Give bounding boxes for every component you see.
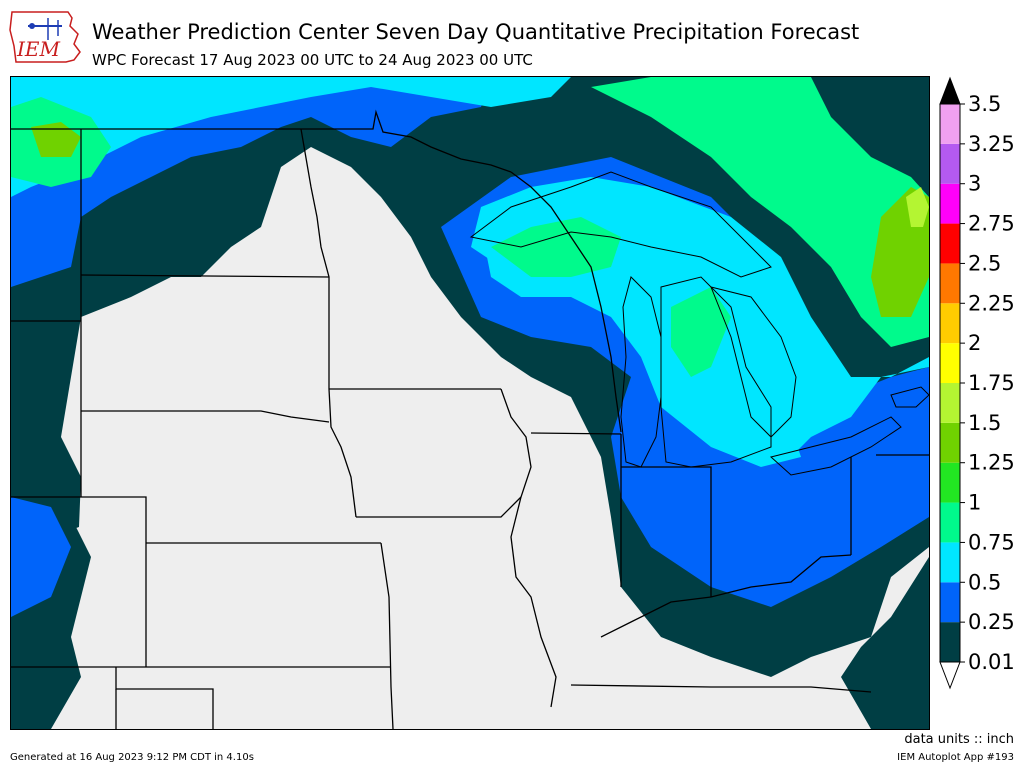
data-units-label: data units :: inch (904, 732, 1014, 747)
border-ohio-river (600, 554, 852, 638)
colorbar-segment (940, 143, 960, 184)
colorbar-tick-label: 3 (968, 172, 981, 196)
logo-text: IEM (16, 37, 61, 61)
colorbar-tick-label: 2.75 (968, 212, 1015, 236)
lake-michigan (620, 276, 662, 468)
border-ia-west (328, 388, 357, 518)
border-mo-west (380, 542, 394, 729)
border-mississippi (500, 388, 557, 708)
border-ia-mo (356, 496, 522, 518)
colorbar-segment (940, 223, 960, 264)
colorbar-under-arrow (939, 661, 961, 690)
colorbar-segment (940, 502, 960, 543)
border-wi-il (530, 432, 622, 435)
precip-region-green-east (591, 77, 929, 347)
colorbar-segment (940, 183, 960, 224)
colorbar-segment (940, 343, 960, 383)
lake-shorelines (469, 171, 929, 476)
lake-ontario (890, 386, 929, 408)
colorbar-tick-label: 2 (968, 331, 981, 355)
colorbar-tick-label: 0.5 (968, 570, 1001, 594)
colorbar-over-arrow (939, 76, 961, 105)
colorbar-segment (940, 422, 960, 463)
colorbar-segment (940, 622, 960, 662)
app-label: IEM Autoplot App #193 (897, 752, 1014, 763)
precip-region-green-mi (671, 287, 731, 377)
colorbar-segment (940, 383, 960, 423)
border-wi-mi (510, 171, 622, 433)
border-co-west (11, 496, 147, 667)
colorbar: 0.01 0.25 0.5 0.75 1 1.25 1.5 1.75 2 2.25 2.5 2.75 3… (939, 76, 1015, 690)
colorbar-segment (940, 462, 960, 503)
colorbar-tick-label: 0.75 (968, 530, 1015, 554)
precip-region-lime-nw (31, 122, 81, 157)
colorbar-segments (939, 103, 961, 663)
colorbar-segment (940, 542, 960, 583)
colorbar-labels: 0.01 0.25 0.5 0.75 1 1.25 1.5 1.75 2 2.25 2.5 2.75 3… (960, 92, 1015, 674)
precip-region-yellow-east (906, 187, 929, 227)
border-dakotas-mn (300, 128, 330, 389)
generated-timestamp: Generated at 16 Aug 2023 9:12 PM CDT in … (10, 752, 254, 763)
border-us-canada (11, 109, 512, 173)
colorbar-tick-label: 1.25 (968, 451, 1015, 475)
lake-erie (769, 416, 902, 476)
colorbar-tick-label: 2.5 (968, 251, 1001, 275)
colorbar-tick-label: 0.25 (968, 610, 1015, 634)
colorbar-tick-label: 2.25 (968, 291, 1015, 315)
precip-region-green-wi (491, 217, 621, 277)
border-sd-ne (81, 410, 330, 423)
precip-region-cyan-upper (11, 77, 571, 197)
precip-map (10, 76, 930, 730)
lower-michigan (660, 276, 772, 468)
colorbar-tick-label: 0.01 (968, 650, 1015, 674)
colorbar-segment (940, 263, 960, 304)
colorbar-tick-label: 1.75 (968, 371, 1015, 395)
border-nd-sd (80, 274, 330, 278)
precip-region-dark-se (841, 557, 929, 729)
colorbar-tick-label: 3.25 (968, 132, 1015, 156)
colorbar-segment (940, 582, 960, 623)
colorbar-tick-label: 1 (968, 491, 981, 515)
iem-logo: IEM (9, 11, 81, 63)
map-canvas (11, 77, 929, 729)
colorbar-segment (940, 104, 960, 144)
precip-region-blue-west (11, 497, 71, 617)
colorbar-segment (940, 303, 960, 344)
lake-huron (710, 286, 797, 438)
colorbar-tick-label: 1.5 (968, 411, 1001, 435)
border-ok-panhandle (115, 667, 214, 729)
page-title: Weather Prediction Center Seven Day Quan… (92, 20, 860, 44)
lake-superior (469, 171, 772, 278)
state-borders (11, 109, 929, 729)
border-in-oh (621, 466, 712, 597)
border-ky-tn (570, 684, 872, 693)
colorbar-tick-label: 3.5 (968, 92, 1001, 116)
page-subtitle: WPC Forecast 17 Aug 2023 00 UTC to 24 Au… (92, 51, 533, 69)
